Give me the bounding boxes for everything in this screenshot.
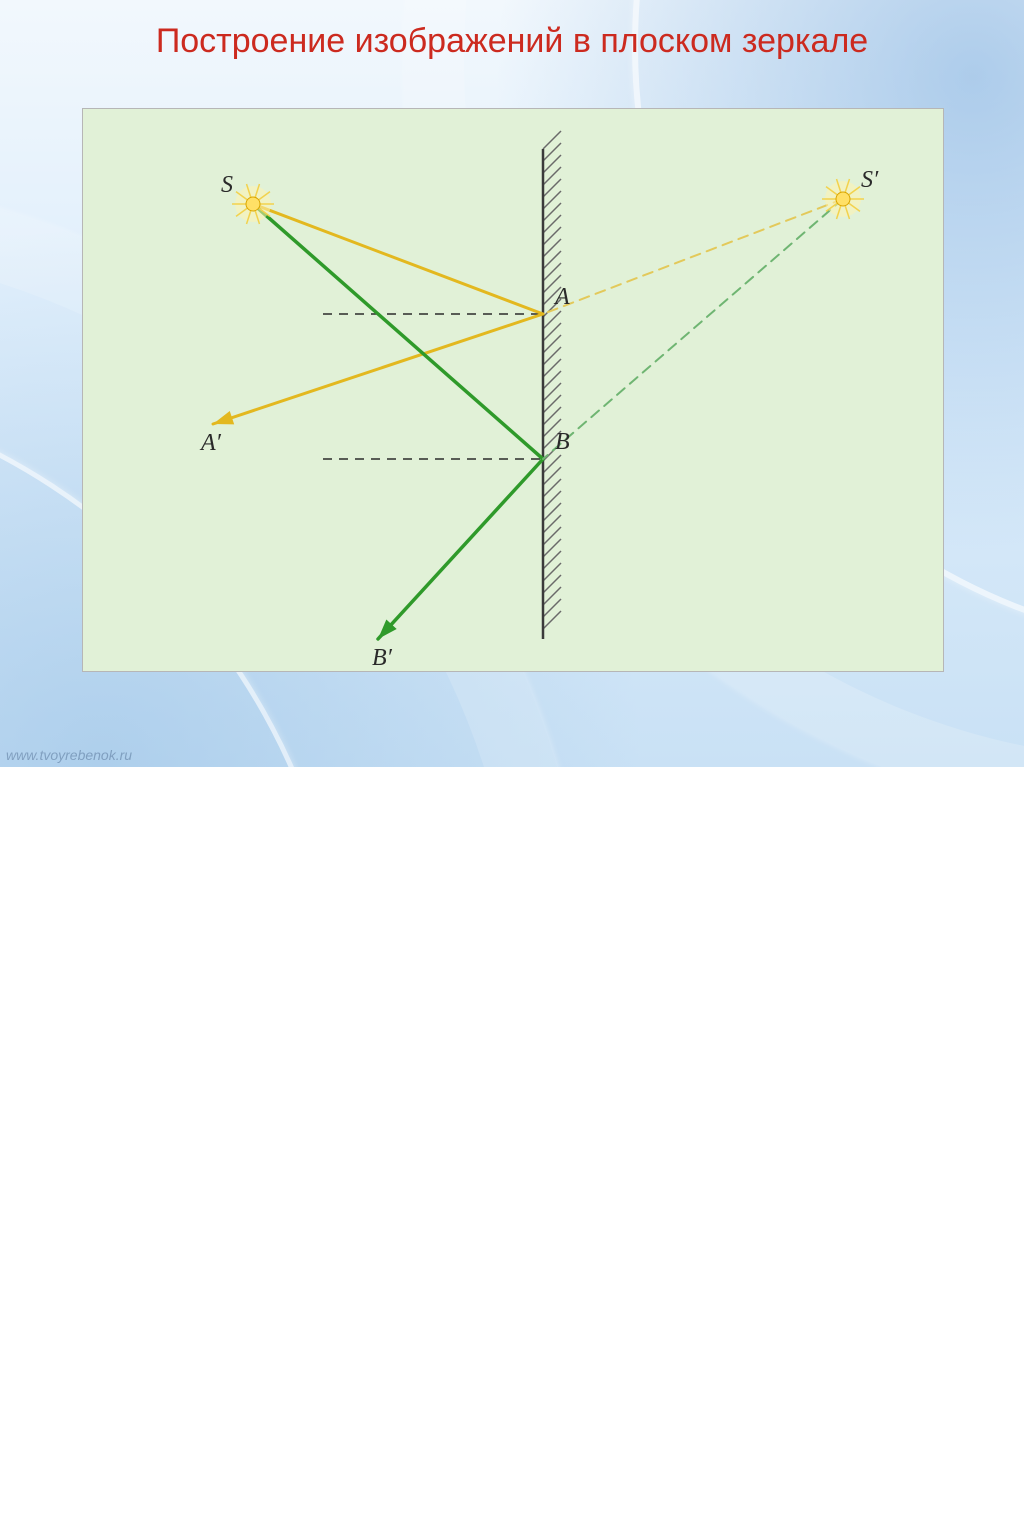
- watermark: www.tvoyrebenok.ru: [6, 747, 132, 763]
- svg-text:B: B: [555, 429, 570, 455]
- slide-title: Построение изображений в плоском зеркале: [0, 22, 1024, 61]
- svg-text:S: S: [221, 172, 233, 198]
- svg-text:S′: S′: [861, 167, 879, 193]
- mirror-diagram: S S′ A B A′ B′: [83, 109, 943, 671]
- svg-text:A′: A′: [199, 430, 222, 456]
- diagram-panel: S S′ A B A′ B′: [82, 108, 944, 672]
- svg-text:A: A: [553, 284, 570, 310]
- svg-text:B′: B′: [372, 645, 393, 671]
